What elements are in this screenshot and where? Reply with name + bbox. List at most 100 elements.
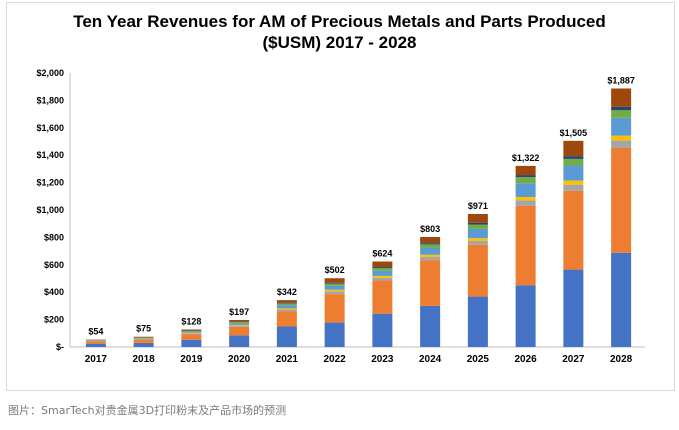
bar-segment <box>276 300 297 303</box>
bar-total-label: $971 <box>468 201 488 211</box>
figure-caption: 图片：SmarTech对贵金属3D打印粉末及产品市场的预测 <box>8 404 287 417</box>
y-tick-label: $2,000 <box>36 68 64 78</box>
bar-segment <box>467 213 488 223</box>
bar-segment <box>324 282 345 284</box>
bar-segment <box>515 205 536 286</box>
chart-title: Ten Year Revenues for AM of Precious Met… <box>0 11 679 53</box>
bar-segment <box>324 289 345 292</box>
bar-segment <box>181 333 202 335</box>
bar-total-label: $128 <box>181 316 201 326</box>
y-tick-label: $800 <box>44 232 64 242</box>
bar-segment <box>611 106 632 111</box>
bar-segment <box>420 260 441 306</box>
bar-segment <box>133 342 154 347</box>
bar-segment <box>563 190 584 270</box>
bar-segment <box>324 322 345 347</box>
x-tick-label: 2023 <box>371 354 394 365</box>
bar-segment <box>372 266 393 268</box>
x-tick-label: 2024 <box>419 354 442 365</box>
bar-segment <box>611 252 632 347</box>
bar-segment <box>133 337 154 339</box>
bar-total-label: $1,887 <box>607 75 635 85</box>
bar-segment <box>611 88 632 107</box>
bar-total-label: $1,322 <box>512 153 540 163</box>
bar-segment <box>133 339 154 343</box>
bar-segment <box>324 283 345 286</box>
bar-segment <box>372 313 393 347</box>
bar-segment <box>611 110 632 118</box>
bar-segment <box>467 240 488 245</box>
bar-segment <box>515 177 536 184</box>
bar-segment <box>467 228 488 239</box>
bar-segment <box>420 243 441 245</box>
bar-segment <box>611 117 632 136</box>
bar-segment <box>276 308 297 310</box>
bar-total-label: $54 <box>88 327 103 337</box>
bar-segment <box>229 323 250 325</box>
bar-segment <box>372 267 393 271</box>
x-tick-label: 2017 <box>85 354 108 365</box>
x-tick-label: 2028 <box>610 354 633 365</box>
bar-segment <box>229 324 250 326</box>
y-tick-label: $200 <box>44 315 64 325</box>
bar-segment <box>563 158 584 166</box>
bar-segment <box>563 184 584 191</box>
bar-segment <box>181 332 202 334</box>
x-tick-label: 2025 <box>467 354 490 365</box>
bar-segment <box>563 156 584 159</box>
bar-segment <box>563 180 584 185</box>
bar-segment <box>324 285 345 290</box>
bar-segment <box>372 261 393 267</box>
bar-segment <box>563 140 584 157</box>
bar-segment <box>229 320 250 322</box>
bar-total-label: $197 <box>229 307 249 317</box>
bar-segment <box>276 302 297 304</box>
y-tick-label: $1,600 <box>36 123 64 133</box>
bar-segment <box>229 322 250 324</box>
bar-segment <box>85 343 106 347</box>
bar-segment <box>276 303 297 306</box>
bar-segment <box>467 244 488 297</box>
bar-total-label: $803 <box>420 224 440 234</box>
x-tick-label: 2026 <box>515 354 538 365</box>
bar-segment <box>420 305 441 347</box>
bar-segment <box>181 329 202 331</box>
bar-segment <box>372 275 393 278</box>
x-tick-label: 2019 <box>180 354 203 365</box>
y-tick-label: $1,400 <box>36 150 64 160</box>
bar-segment <box>276 311 297 327</box>
bar-segment <box>372 277 393 281</box>
bar-segment <box>420 236 441 244</box>
chart-title-line2: ($USM) 2017 - 2028 <box>262 33 417 52</box>
y-tick-label: $1,800 <box>36 95 64 105</box>
x-tick-label: 2022 <box>324 354 347 365</box>
y-tick-label: $1,200 <box>36 178 64 188</box>
x-tick-label: 2018 <box>133 354 156 365</box>
bar-segment <box>372 280 393 314</box>
bar-segment <box>181 334 202 340</box>
bar-segment <box>515 165 536 176</box>
bar-segment <box>181 331 202 333</box>
bar-segment <box>420 254 441 257</box>
bar-total-label: $1,505 <box>560 128 588 138</box>
bar-segment <box>563 165 584 181</box>
chart-title-line1: Ten Year Revenues for AM of Precious Met… <box>73 12 606 31</box>
bar-segment <box>420 244 441 248</box>
y-tick-label: $- <box>56 342 64 352</box>
bar-segment <box>467 224 488 229</box>
bar-segment <box>515 196 536 201</box>
bar-segment <box>276 326 297 347</box>
bar-total-label: $75 <box>136 324 151 334</box>
bar-total-label: $624 <box>372 249 392 259</box>
x-tick-label: 2027 <box>562 354 585 365</box>
bar-segment <box>133 339 154 340</box>
x-tick-label: 2021 <box>276 354 299 365</box>
y-tick-label: $1,000 <box>36 205 64 215</box>
x-tick-label: 2020 <box>228 354 251 365</box>
bar-segment <box>515 285 536 347</box>
bar-segment <box>420 256 441 261</box>
bar-segment <box>229 326 250 336</box>
bar-segment <box>181 339 202 347</box>
bar-segment <box>133 336 154 338</box>
